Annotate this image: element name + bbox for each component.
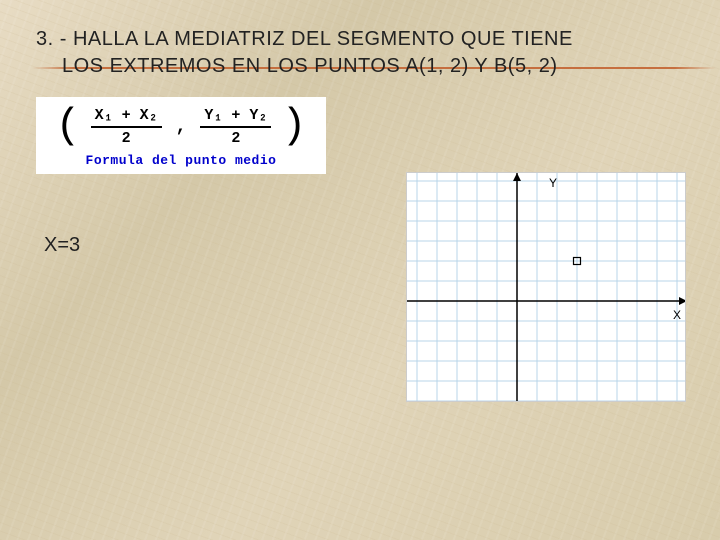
problem-title-line1: 3. - HALLA LA MEDIATRIZ DEL SEGMENTO QUE… bbox=[36, 28, 684, 51]
answer-text: X=3 bbox=[36, 234, 684, 257]
x-axis-label: X bbox=[673, 308, 681, 322]
right-paren: ) bbox=[281, 110, 306, 144]
fraction-y-numerator: Y₁ + Y₂ bbox=[200, 107, 271, 128]
midpoint-formula: ( X₁ + X₂ 2 , Y₁ + Y₂ 2 ) bbox=[44, 107, 318, 147]
fraction-x: X₁ + X₂ 2 bbox=[91, 107, 162, 147]
fraction-y-denominator: 2 bbox=[231, 128, 240, 147]
fraction-y: Y₁ + Y₂ 2 bbox=[200, 107, 271, 147]
midpoint-formula-box: ( X₁ + X₂ 2 , Y₁ + Y₂ 2 ) Formula del pu… bbox=[36, 97, 326, 174]
fraction-x-numerator: X₁ + X₂ bbox=[91, 107, 162, 128]
formula-comma: , bbox=[172, 117, 191, 137]
fraction-x-denominator: 2 bbox=[122, 128, 131, 147]
left-paren: ( bbox=[55, 110, 80, 144]
formula-caption: Formula del punto medio bbox=[44, 153, 318, 168]
